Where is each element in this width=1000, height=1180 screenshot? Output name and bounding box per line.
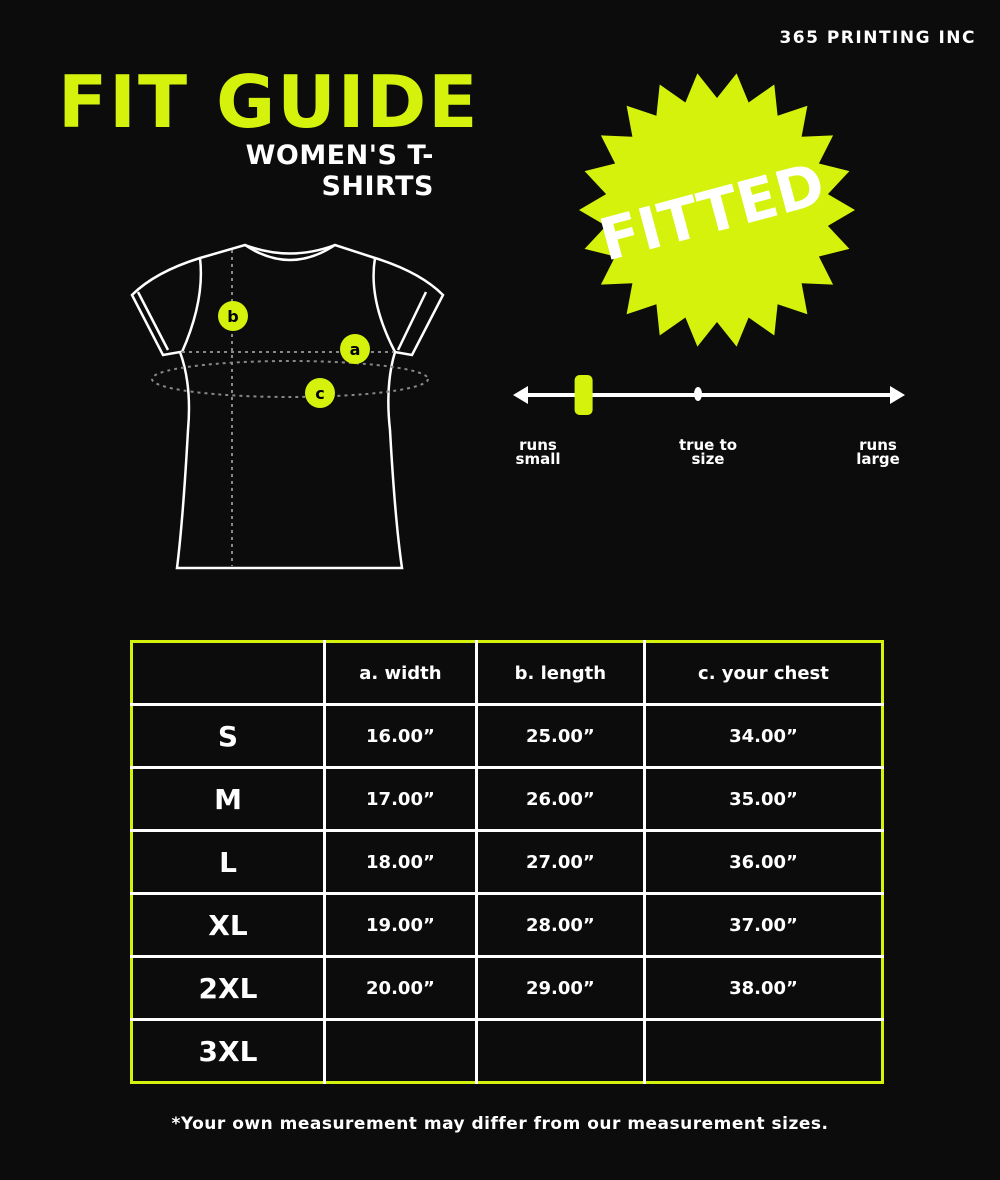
scale-label-runs-large: runs large <box>856 436 900 468</box>
table-cell: 27.00” <box>474 829 646 895</box>
table-cell: 36.00” <box>642 829 883 895</box>
table-cell: 29.00” <box>474 955 646 1021</box>
table-cell: 17.00” <box>323 766 478 832</box>
page-title: FIT GUIDE <box>58 60 480 144</box>
size-table: a. width b. length c. your chest S 16.00” 25.… <box>130 640 884 1084</box>
table-cell: 16.00” <box>323 703 478 769</box>
table-cell: 37.00” <box>642 892 883 958</box>
table-cell: 28.00” <box>474 892 646 958</box>
marker-b: b <box>218 301 248 331</box>
table-row: 2XL 20.00” 29.00” 38.00” <box>131 955 883 1021</box>
table-cell: 2XL <box>131 955 326 1021</box>
table-cell <box>474 1018 646 1083</box>
table-header-row: a. width b. length c. your chest <box>131 641 883 706</box>
table-row: L 18.00” 27.00” 36.00” <box>131 829 883 895</box>
fitted-badge-starburst <box>579 73 855 347</box>
table-cell: 3XL <box>131 1018 326 1083</box>
page-subtitle: WOMEN'S T-SHIRTS <box>245 140 434 202</box>
marker-a: a <box>340 334 370 364</box>
table-row: XL 19.00” 28.00” 37.00” <box>131 892 883 958</box>
table-cell <box>131 641 326 706</box>
svg-text:a: a <box>350 340 361 359</box>
table-cell: b. length <box>474 641 646 706</box>
table-row: 3XL <box>131 1018 883 1083</box>
table-cell: 38.00” <box>642 955 883 1021</box>
table-cell: L <box>131 829 326 895</box>
brand-name: 365 PRINTING INC <box>779 28 976 48</box>
table-row: M 17.00” 26.00” 35.00” <box>131 766 883 832</box>
table-cell: a. width <box>323 641 478 706</box>
marker-c: c <box>305 378 335 408</box>
svg-text:b: b <box>227 307 238 326</box>
footnote: *Your own measurement may differ from ou… <box>171 1114 829 1134</box>
table-cell: 20.00” <box>323 955 478 1021</box>
table-cell: XL <box>131 892 326 958</box>
table-cell: 35.00” <box>642 766 883 832</box>
table-cell <box>642 1018 883 1083</box>
fit-scale <box>513 375 905 415</box>
illustrations: b a c FITTED <box>130 73 905 570</box>
fit-level-marker <box>574 375 593 415</box>
scale-label-true-to-size: true to size <box>678 436 738 468</box>
table-cell: 18.00” <box>323 829 478 895</box>
scale-label-runs-small: runs small <box>515 436 561 468</box>
table-cell: M <box>131 766 326 832</box>
table-cell: 26.00” <box>474 766 646 832</box>
table-cell: 19.00” <box>323 892 478 958</box>
table-row: S 16.00” 25.00” 34.00” <box>131 703 883 769</box>
table-cell: 34.00” <box>642 703 883 769</box>
svg-text:c: c <box>315 384 324 403</box>
table-cell: 25.00” <box>474 703 646 769</box>
table-cell: c. your chest <box>642 641 883 706</box>
table-cell: S <box>131 703 326 769</box>
table-cell <box>323 1018 478 1083</box>
tshirt-diagram <box>130 243 445 570</box>
